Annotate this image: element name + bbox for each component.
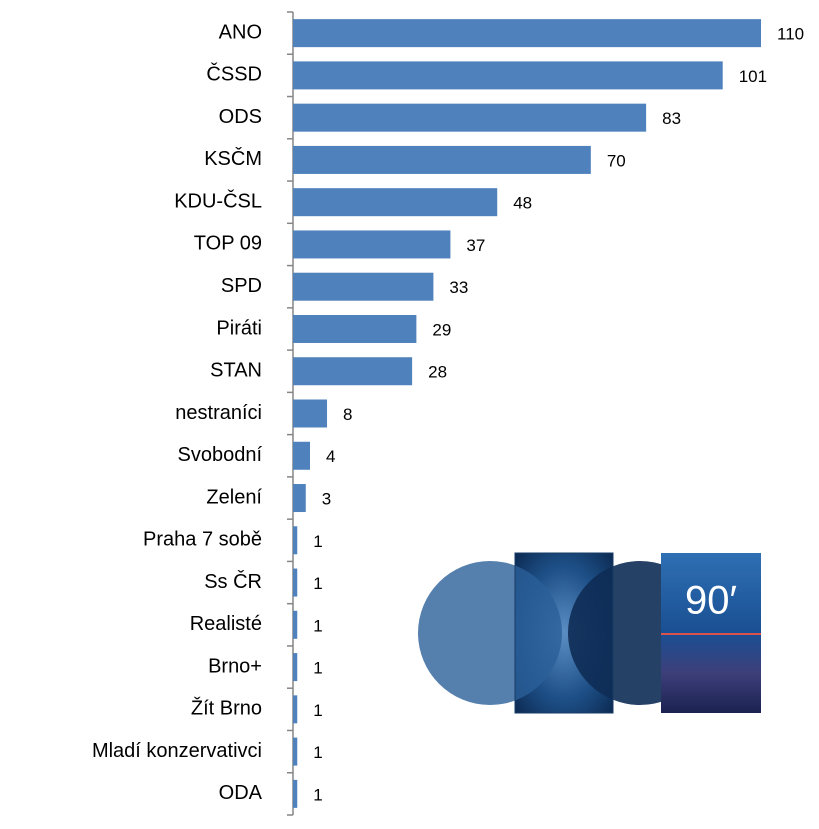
data-label: 33 [449,278,468,297]
category-label: Piráti [216,317,262,339]
data-label: 37 [466,236,485,255]
logo-text: 90′ [685,579,737,623]
bar [293,779,298,808]
data-label: 8 [343,405,352,424]
category-label: Mladí konzervativci [92,740,262,762]
data-label: 29 [432,320,451,339]
bar [293,737,298,766]
category-label: Praha 7 sobě [143,529,262,551]
data-label: 1 [313,616,322,635]
category-label: TOP 09 [194,233,262,255]
bar [293,610,298,639]
category-label: KSČM [204,147,262,170]
bar [293,441,311,470]
category-label: Žít Brno [191,697,262,720]
category-label: ODS [219,106,262,128]
data-label: 48 [513,194,532,213]
bar [293,61,723,90]
bar [293,272,434,301]
bar [293,230,451,259]
category-label: nestraníci [175,402,262,424]
category-label: SPD [221,275,262,297]
category-label: KDU-ČSL [174,189,262,212]
bar [293,357,413,386]
category-label: STAN [210,360,262,382]
bar [293,314,417,343]
data-label: 3 [322,490,331,509]
category-label: Realisté [190,613,262,635]
data-label: 1 [313,785,322,804]
category-label: Svobodní [177,444,262,466]
bar [293,188,498,217]
bar [293,103,647,132]
data-label: 4 [326,447,335,466]
data-label: 28 [428,363,447,382]
category-label: Brno+ [208,655,262,677]
category-label: ČSSD [206,63,262,86]
category-label: Ss ČR [204,570,262,593]
data-label: 83 [662,109,681,128]
bar [293,19,761,48]
logo-90: 90′ [661,553,761,713]
bar [293,568,298,597]
bar [293,653,298,682]
data-label: 1 [313,574,322,593]
data-label: 1 [313,659,322,678]
data-label: 110 [777,25,804,44]
category-label: Zelení [206,486,262,508]
bar [293,695,298,724]
data-label: 1 [313,532,322,551]
bar [293,145,591,174]
data-label: 70 [607,151,626,170]
data-label: 101 [739,67,767,86]
category-label: ANO [219,21,262,43]
bar [293,399,328,428]
data-label: 1 [313,743,322,762]
category-label: ODA [219,782,263,804]
data-label: 1 [313,701,322,720]
bar [293,484,306,513]
bar [293,526,298,555]
